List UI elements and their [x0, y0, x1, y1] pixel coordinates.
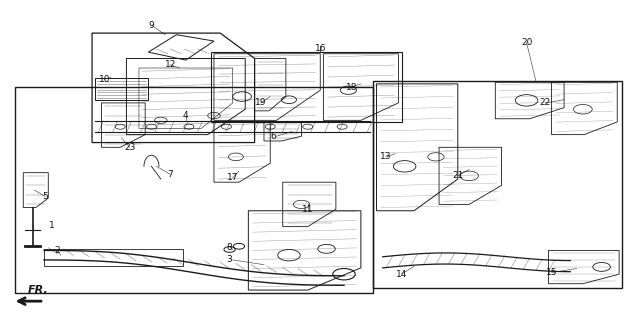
Text: 15: 15 — [546, 268, 557, 277]
Text: 6: 6 — [271, 132, 276, 141]
Text: 23: 23 — [124, 143, 135, 152]
Text: 3: 3 — [227, 255, 232, 264]
Text: 12: 12 — [165, 60, 176, 69]
Text: 22: 22 — [539, 99, 551, 108]
Text: 16: 16 — [315, 44, 326, 53]
Text: 8: 8 — [227, 243, 232, 252]
Text: 9: 9 — [149, 21, 154, 30]
Text: 4: 4 — [183, 111, 188, 120]
Text: 19: 19 — [255, 99, 267, 108]
Text: 11: 11 — [302, 205, 313, 214]
Text: 17: 17 — [227, 173, 239, 182]
Text: FR.: FR. — [27, 285, 48, 295]
Text: 13: 13 — [380, 152, 392, 161]
Text: 21: 21 — [452, 172, 463, 180]
Text: 18: 18 — [346, 83, 357, 92]
Text: 5: 5 — [42, 192, 48, 201]
Text: 14: 14 — [396, 270, 407, 279]
Text: 10: 10 — [99, 75, 111, 84]
Text: 20: 20 — [521, 38, 533, 47]
Text: 2: 2 — [55, 246, 60, 255]
Text: 7: 7 — [167, 170, 173, 179]
Text: 1: 1 — [48, 220, 54, 229]
